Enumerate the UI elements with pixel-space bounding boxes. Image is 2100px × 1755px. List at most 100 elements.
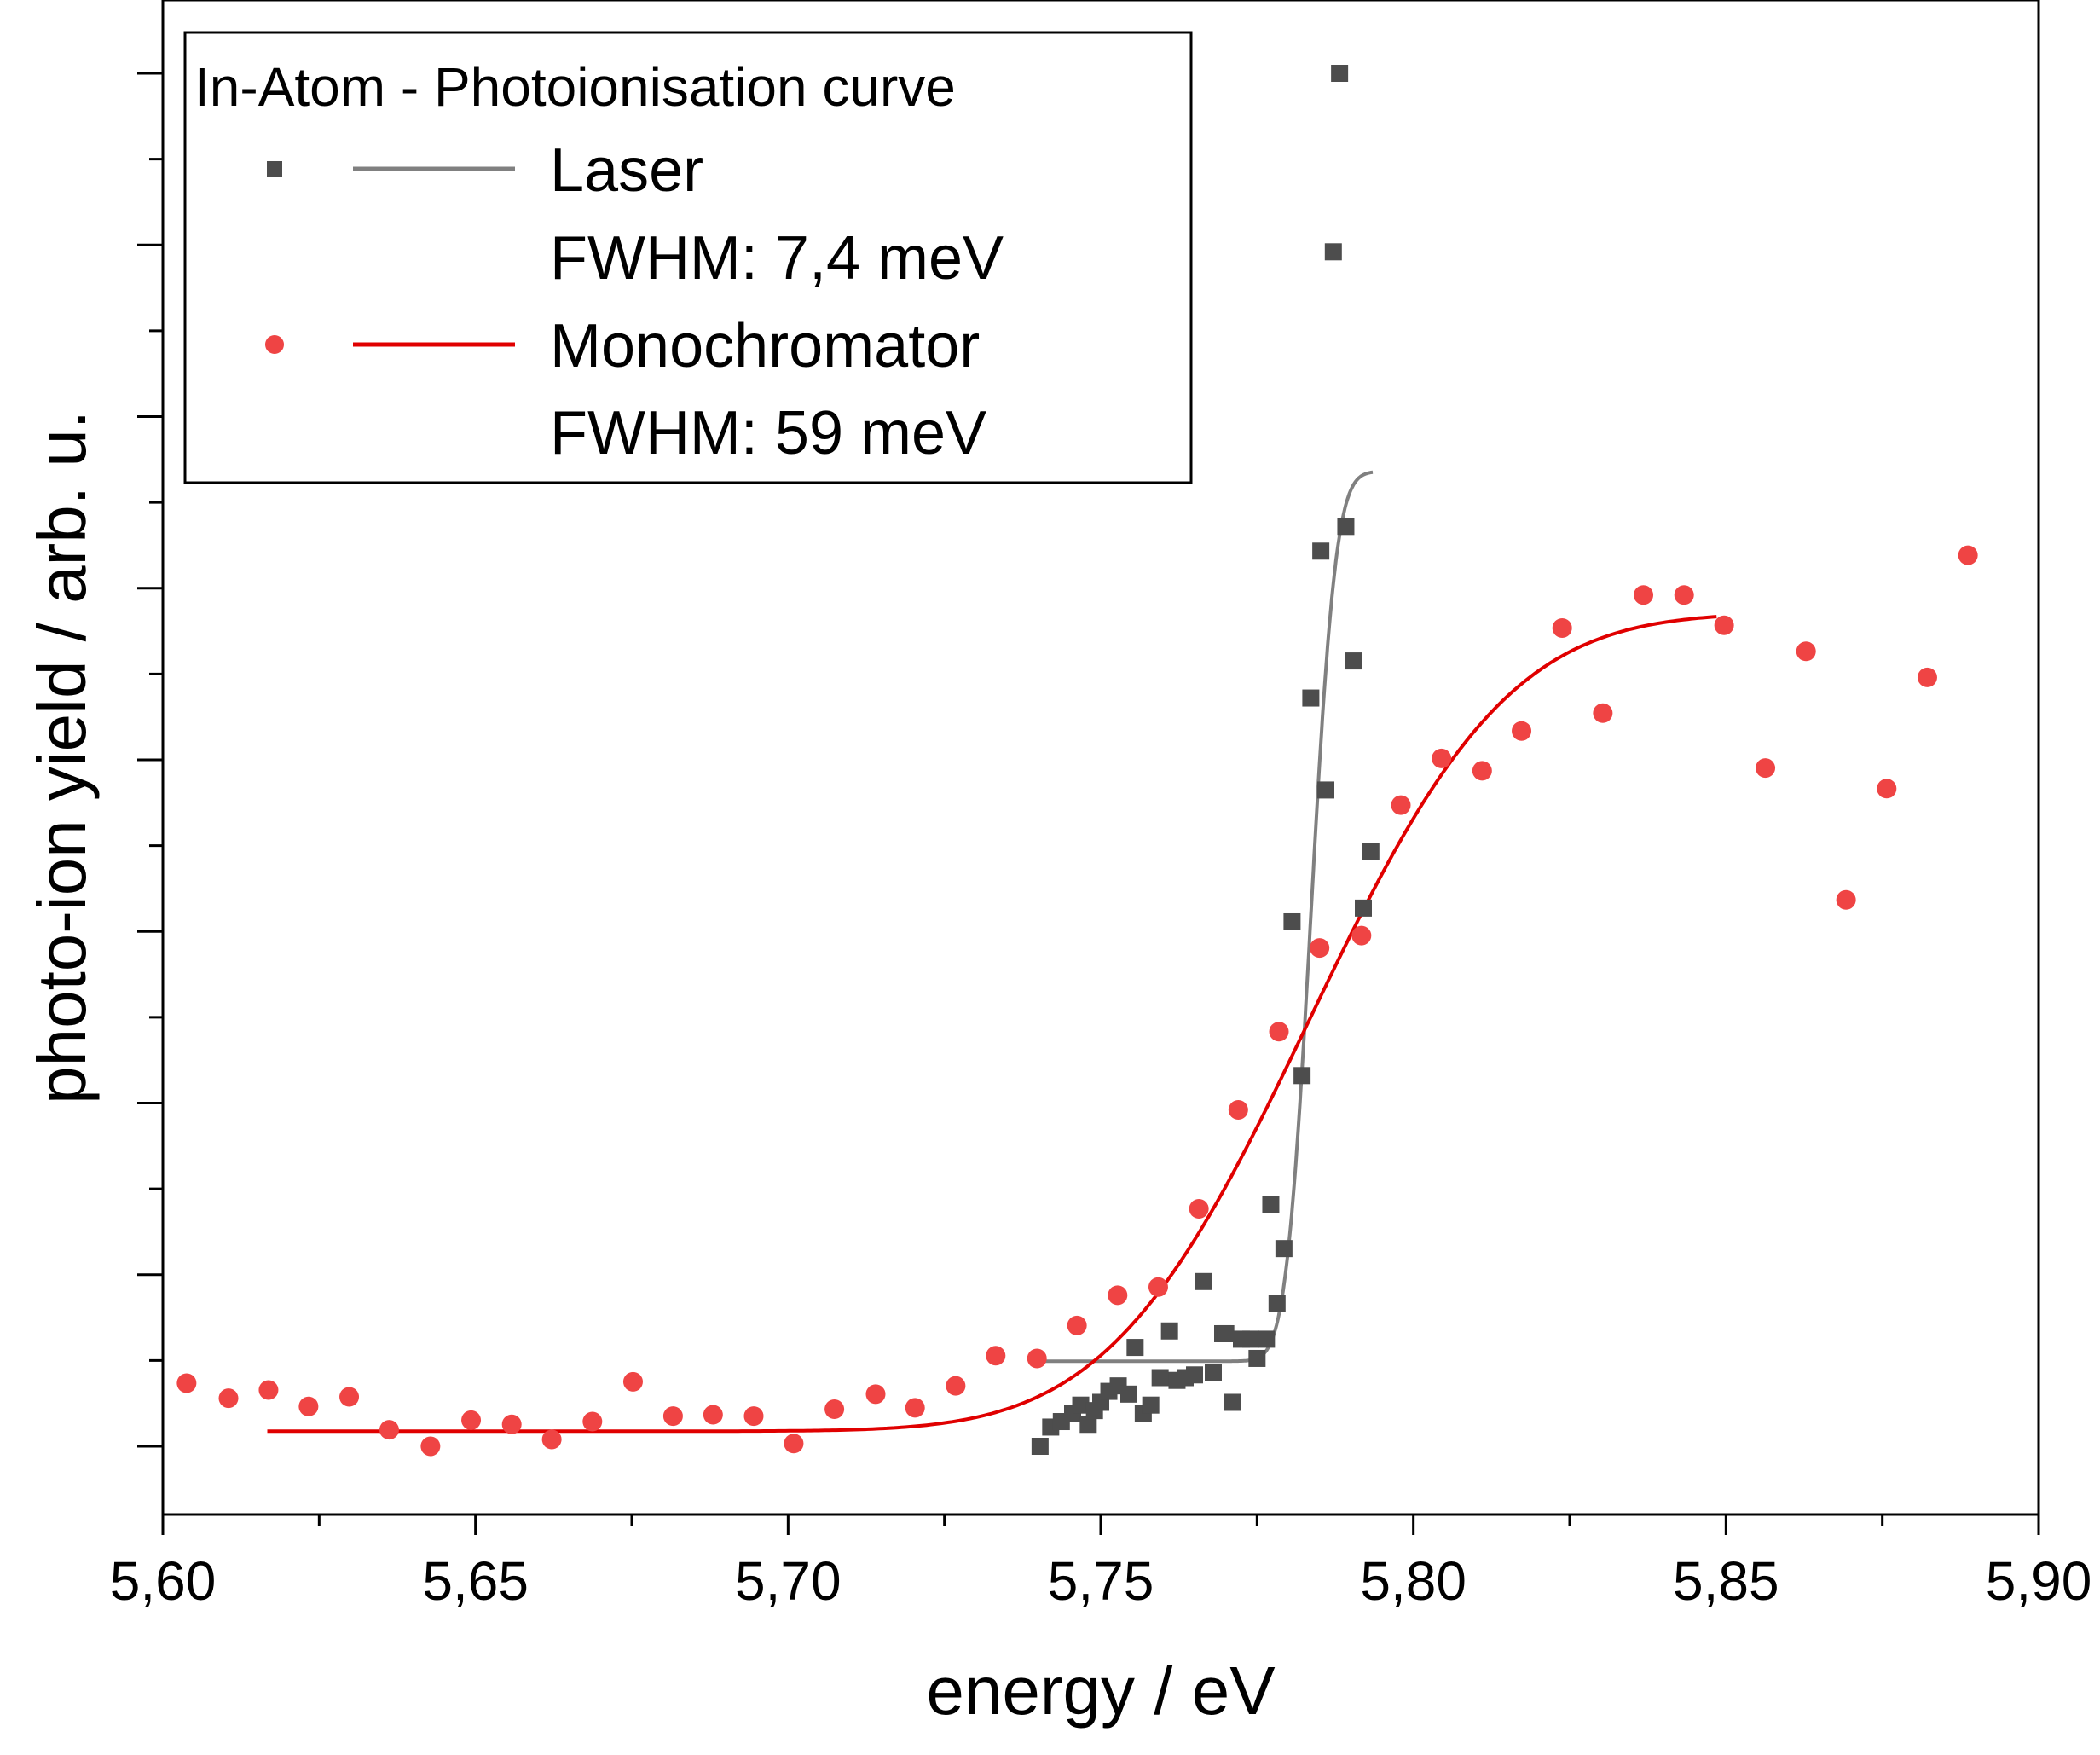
- laser-data-point: [1217, 1324, 1235, 1342]
- monochromator-data-point: [1634, 585, 1654, 605]
- fit-curves: [267, 470, 1717, 1434]
- legend-mono-marker: [265, 335, 284, 354]
- monochromator-data-point: [743, 1406, 764, 1427]
- monochromator-data-point: [379, 1420, 399, 1440]
- monochromator-data-point: [1714, 615, 1734, 635]
- laser-fit-curve: [1038, 470, 1374, 1364]
- monochromator-data-point: [1228, 1100, 1248, 1121]
- monochromator-data-point: [339, 1387, 360, 1407]
- legend-laser-fwhm: FWHM: 7,4 meV: [550, 224, 1004, 292]
- laser-data-point: [1345, 652, 1362, 670]
- laser-data-point: [1072, 1396, 1090, 1414]
- monochromator-data-point: [1512, 721, 1532, 741]
- monochromator-data-point: [1796, 641, 1816, 662]
- laser-data-point: [1262, 1196, 1280, 1213]
- laser-data-point: [1312, 542, 1330, 560]
- laser-data-point: [1186, 1366, 1203, 1384]
- monochromator-data-point: [218, 1388, 239, 1409]
- laser-data-point: [1205, 1364, 1222, 1381]
- laser-data-point: [1120, 1385, 1137, 1403]
- monochromator-data-point: [1391, 795, 1411, 815]
- monochromator-data-point: [1432, 748, 1452, 768]
- monochromator-data-point: [420, 1436, 441, 1457]
- y-axis-ticks: [137, 72, 163, 1448]
- laser-data-point: [1302, 689, 1320, 707]
- laser-data-point: [1079, 1416, 1097, 1434]
- laser-data-point: [1293, 1067, 1311, 1085]
- laser-data-point: [1337, 518, 1355, 536]
- monochromator-data-point: [1189, 1198, 1209, 1219]
- legend-mono-label: Monochromator: [550, 312, 980, 380]
- monochromator-data-point: [824, 1399, 845, 1420]
- monochromator-data-point: [1472, 761, 1492, 781]
- laser-data-point: [1275, 1240, 1293, 1258]
- data-points: [176, 65, 1978, 1457]
- monochromator-data-point: [1917, 667, 1937, 687]
- laser-data-point: [1248, 1349, 1266, 1367]
- x-tick-label: 5,75: [1048, 1550, 1154, 1612]
- x-tick-label: 5,65: [422, 1550, 529, 1612]
- legend-laser-label: Laser: [550, 136, 703, 205]
- monochromator-data-point: [1674, 585, 1694, 605]
- monochromator-data-point: [1958, 545, 1978, 565]
- monochromator-data-point: [582, 1411, 603, 1432]
- laser-data-point: [1160, 1322, 1178, 1340]
- laser-data-point: [1224, 1393, 1241, 1411]
- monochromator-data-point: [946, 1376, 966, 1396]
- legend-laser-marker: [267, 161, 282, 177]
- x-axis-label: energy / eV: [926, 1653, 1276, 1729]
- laser-data-point: [1283, 912, 1301, 930]
- monochromator-data-point: [622, 1371, 643, 1392]
- legend-mono-fwhm: FWHM: 59 meV: [550, 399, 986, 467]
- laser-data-point: [1195, 1272, 1212, 1290]
- monochromator-data-point: [662, 1406, 683, 1427]
- legend: In-Atom - Photoionisation curve Laser FW…: [183, 31, 1193, 484]
- monochromator-data-point: [1756, 758, 1776, 779]
- monochromator-data-point: [784, 1434, 804, 1454]
- monochromator-data-point: [703, 1405, 723, 1425]
- monochromator-data-point: [501, 1414, 522, 1434]
- monochromator-data-point: [1552, 617, 1572, 638]
- y-axis-label: photo-ion yield / arb. u.: [24, 410, 100, 1104]
- legend-title: In-Atom - Photoionisation curve: [194, 56, 956, 118]
- monochromator-data-point: [1836, 889, 1856, 910]
- monochromator-data-point: [461, 1410, 482, 1430]
- x-tick-label: 5,90: [1986, 1550, 2092, 1612]
- monochromator-data-point: [865, 1384, 886, 1405]
- monochromator-data-point: [298, 1396, 319, 1416]
- monochromator-data-point: [905, 1398, 925, 1418]
- monochromator-data-point: [986, 1346, 1006, 1366]
- laser-data-point: [1031, 1438, 1049, 1455]
- x-tick-label: 5,85: [1673, 1550, 1779, 1612]
- monochromator-data-point: [1027, 1348, 1047, 1369]
- x-axis: 5,60 5,65 5,70 5,75 5,80 5,85 5,90: [110, 1515, 2092, 1612]
- legend-box: [183, 31, 1193, 484]
- monochromator-fit-curve: [267, 615, 1717, 1434]
- laser-data-point: [1362, 843, 1380, 860]
- x-tick-label: 5,80: [1360, 1550, 1467, 1612]
- laser-data-point: [1324, 243, 1342, 261]
- laser-data-point: [1317, 781, 1334, 799]
- monochromator-data-point: [541, 1429, 562, 1450]
- laser-data-point: [1142, 1396, 1160, 1414]
- laser-data-point: [1355, 899, 1372, 917]
- laser-data-point: [1258, 1330, 1276, 1348]
- laser-data-point: [1268, 1295, 1286, 1312]
- monochromator-data-point: [1310, 938, 1330, 959]
- monochromator-data-point: [1593, 703, 1613, 723]
- monochromator-data-point: [1351, 925, 1372, 946]
- monochromator-data-point: [1108, 1285, 1128, 1306]
- monochromator-data-point: [1877, 779, 1897, 799]
- laser-data-point: [1331, 65, 1349, 82]
- monochromator-data-point: [1148, 1277, 1168, 1297]
- x-tick-label: 5,60: [110, 1550, 217, 1612]
- laser-data-point: [1126, 1339, 1144, 1357]
- laser-data-point: [1151, 1369, 1169, 1387]
- monochromator-data-point: [1067, 1315, 1087, 1335]
- monochromator-data-point: [258, 1380, 279, 1400]
- monochromator-data-point: [1269, 1022, 1289, 1042]
- monochromator-data-point: [176, 1373, 197, 1393]
- x-tick-label: 5,70: [735, 1550, 842, 1612]
- laser-data-point: [1242, 1330, 1259, 1348]
